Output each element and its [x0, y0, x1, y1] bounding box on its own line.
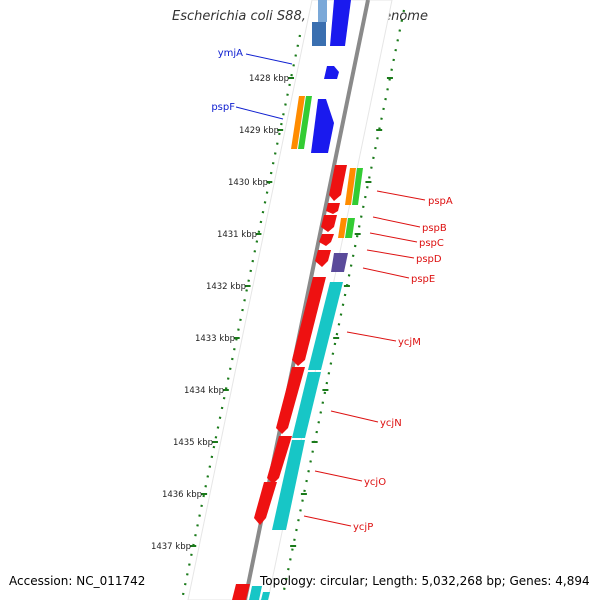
gene-label-pspC[interactable]: pspC	[419, 238, 444, 249]
scale-label: 1429 kbp	[239, 126, 279, 136]
gene-labels-left: ymjA pspF	[211, 48, 243, 113]
gene-label-ymjA[interactable]: ymjA	[218, 48, 243, 59]
scale-label: 1432 kbp	[206, 282, 246, 292]
gene-ycjM-shapes[interactable]	[292, 277, 343, 370]
scale-labels: 1428 kbp 1429 kbp 1430 kbp 1431 kbp 1432 kbp…	[151, 74, 289, 552]
gene-pspF-shapes[interactable]	[291, 96, 334, 153]
left-leader-lines	[235, 53, 293, 120]
scale-label: 1428 kbp	[249, 74, 289, 84]
gene-pspD-shape[interactable]	[315, 250, 331, 267]
gene-pspC-shapes[interactable]	[319, 215, 355, 246]
gene-pspB-shape[interactable]	[326, 203, 340, 214]
gene-label-ycjN[interactable]: ycjN	[380, 418, 402, 429]
top-partial-features	[312, 0, 351, 46]
scale-label: 1431 kbp	[217, 230, 257, 240]
scale-label: 1434 kbp	[184, 386, 224, 396]
gene-pspA-shapes[interactable]	[329, 165, 363, 205]
scale-label: 1435 kbp	[173, 438, 213, 448]
gene-ycjN-shapes[interactable]	[276, 367, 321, 438]
bottom-partial-features	[232, 584, 270, 600]
gene-label-pspF[interactable]: pspF	[211, 102, 235, 113]
scale-label: 1436 kbp	[162, 490, 202, 500]
map-band	[187, 0, 393, 600]
gene-label-pspB[interactable]: pspB	[422, 223, 447, 234]
gene-ymjA-shape[interactable]	[324, 66, 339, 79]
gene-label-pspA[interactable]: pspA	[428, 196, 453, 207]
accession-label: Accession: NC_011742	[9, 574, 146, 588]
gene-label-pspE[interactable]: pspE	[411, 274, 435, 285]
gene-ycjO-shapes[interactable]	[267, 436, 305, 530]
gene-label-ycjP[interactable]: ycjP	[353, 522, 373, 533]
scale-label: 1437 kbp	[151, 542, 191, 552]
scale-label: 1433 kbp	[195, 334, 235, 344]
topology-label: Topology: circular; Length: 5,032,268 bp…	[260, 574, 590, 588]
scale-major-ticks	[190, 77, 393, 547]
gene-label-pspD[interactable]: pspD	[416, 254, 442, 265]
gene-labels-right: pspA pspB pspC pspD pspE ycjM ycjN ycjO ycjP	[353, 196, 453, 533]
right-leader-lines	[303, 190, 426, 527]
gene-ycjP-shape[interactable]	[254, 482, 277, 525]
gene-pspE-shape[interactable]	[331, 253, 348, 272]
gene-label-ycjO[interactable]: ycjO	[364, 477, 386, 488]
gene-label-ycjM[interactable]: ycjM	[398, 337, 421, 348]
scale-label: 1430 kbp	[228, 178, 268, 188]
